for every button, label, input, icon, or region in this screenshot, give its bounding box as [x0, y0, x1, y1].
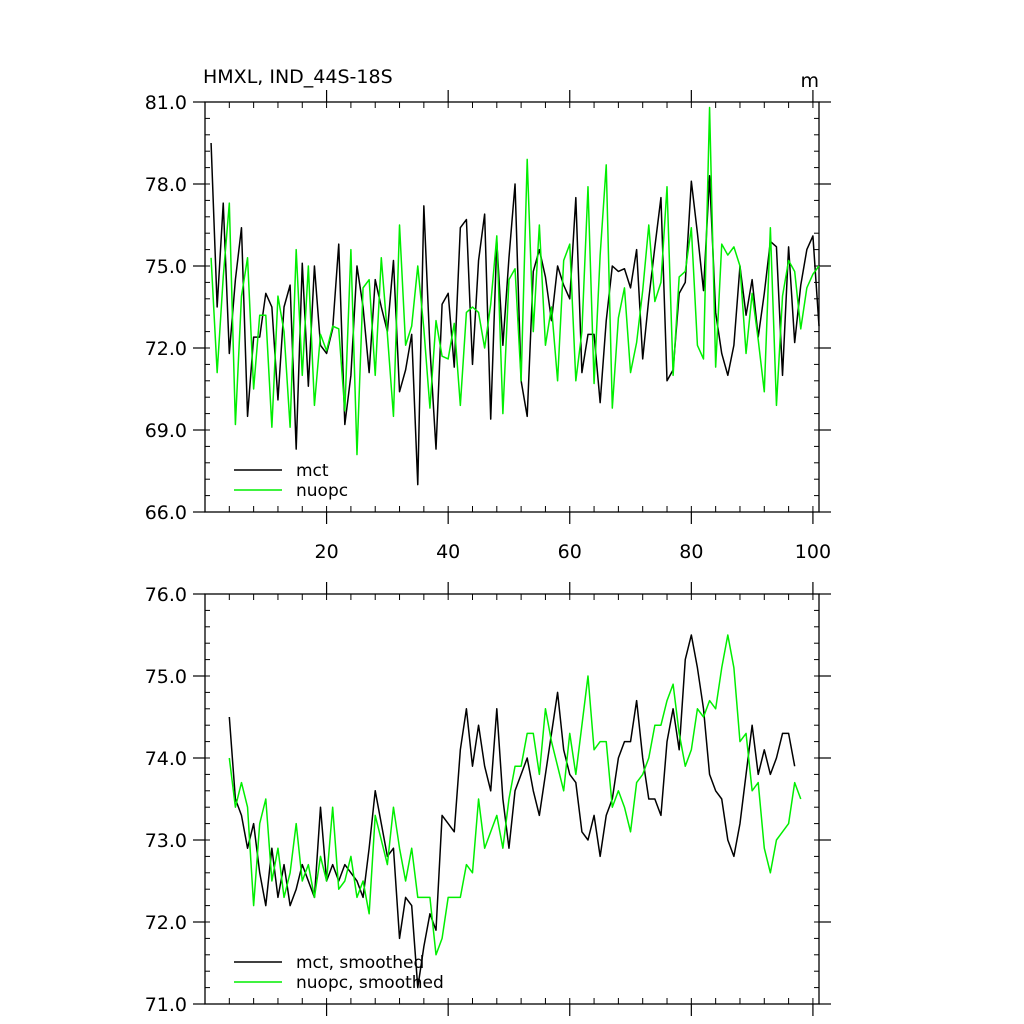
y-tick-label: 72.0 [145, 912, 187, 934]
y-tick-label: 76.0 [145, 584, 187, 606]
y-tick-label: 75.0 [145, 256, 187, 278]
tick-group: 71.0 72.0 73.0 74.0 75.0 76.0 [145, 582, 831, 1016]
y-tick-label: 69.0 [145, 420, 187, 442]
x-tick-label: 40 [436, 541, 460, 563]
y-tick-label: 74.0 [145, 748, 187, 770]
series-line-mct [210, 142, 820, 486]
y-tick-label: 71.0 [145, 994, 187, 1016]
legend-label-nuopc-smoothed: nuopc, smoothed [296, 973, 444, 993]
y-tick-label: 72.0 [145, 338, 187, 360]
plot-frame [204, 593, 820, 1005]
y-tick-label: 66.0 [145, 502, 187, 524]
y-tick-label: 75.0 [145, 666, 187, 688]
units-label: m [800, 70, 819, 92]
legend-label-mct: mct [296, 461, 329, 481]
x-tick-label: 20 [314, 541, 338, 563]
tick-group: 66.0 69.0 72.0 75.0 78.0 81.0 20 40 60 80 100 [145, 90, 831, 563]
chart-title: HMXL, IND_44S-18S [203, 66, 393, 88]
bottom-panel: 71.0 72.0 73.0 74.0 75.0 76.0 mct, smoothed n… [145, 582, 831, 1016]
series-group [228, 634, 802, 989]
legend: mct nuopc [234, 461, 348, 501]
series-group [210, 106, 820, 486]
y-tick-label: 78.0 [145, 174, 187, 196]
x-tick-label: 80 [679, 541, 703, 563]
y-tick-label: 73.0 [145, 830, 187, 852]
legend-label-nuopc: nuopc [296, 481, 348, 501]
series-line-mct-smoothed [228, 634, 796, 989]
top-panel: HMXL, IND_44S-18S m 66.0 69.0 72.0 75.0 78.0… [145, 66, 831, 563]
series-line-nuopc [210, 106, 820, 456]
legend-label-mct-smoothed: mct, smoothed [296, 953, 424, 973]
x-tick-label: 60 [558, 541, 582, 563]
y-tick-label: 81.0 [145, 92, 187, 114]
series-line-nuopc-smoothed [228, 634, 802, 956]
legend: mct, smoothed nuopc, smoothed [234, 953, 444, 993]
plot-frame [204, 101, 820, 513]
x-tick-label: 100 [795, 541, 831, 563]
